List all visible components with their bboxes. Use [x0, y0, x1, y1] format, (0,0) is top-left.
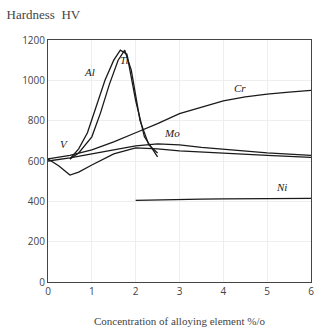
svg-text:4: 4	[220, 284, 226, 298]
svg-text:400: 400	[28, 194, 45, 208]
svg-text:0: 0	[39, 275, 45, 289]
svg-text:Al: Al	[84, 66, 95, 78]
svg-text:Concentration of alloying elem: Concentration of alloying element %/o	[94, 315, 266, 327]
svg-text:2: 2	[133, 284, 139, 298]
svg-text:Cr: Cr	[234, 82, 246, 94]
svg-text:600: 600	[28, 154, 45, 168]
svg-text:Ti: Ti	[120, 54, 129, 66]
svg-text:Hardness HV: Hardness HV	[7, 7, 81, 22]
svg-text:5: 5	[264, 284, 270, 298]
svg-text:6: 6	[308, 284, 314, 298]
svg-text:0: 0	[45, 284, 51, 298]
svg-text:V: V	[60, 138, 68, 150]
svg-text:200: 200	[28, 234, 45, 248]
svg-text:Ni: Ni	[276, 181, 287, 193]
svg-text:Mo: Mo	[164, 127, 180, 139]
svg-text:800: 800	[28, 113, 45, 127]
svg-text:1200: 1200	[22, 33, 45, 47]
svg-text:1: 1	[89, 284, 95, 298]
svg-text:1000: 1000	[22, 73, 45, 87]
svg-text:3: 3	[177, 284, 183, 298]
